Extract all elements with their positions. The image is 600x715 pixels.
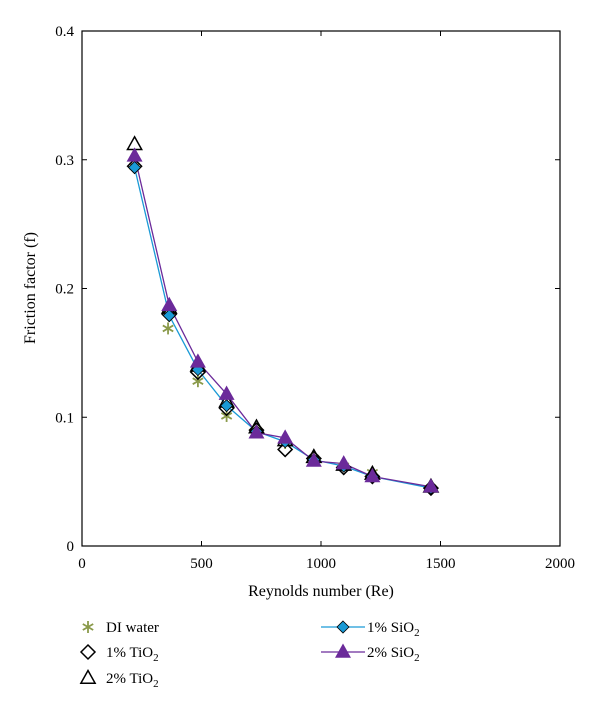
y-tick-label: 0.4 [55,24,74,40]
legend-marker [82,621,94,633]
data-point [422,478,439,493]
series-line-3 [133,167,432,489]
y-tick-label: 0 [67,539,75,555]
legend-item: 2% SiO2 [321,643,420,664]
series-4 [126,147,439,493]
y-tick-label: 0.1 [55,410,74,426]
legend-marker [79,668,97,684]
x-axis-title: Reynolds number (Re) [248,583,394,600]
legend-item: 2% TiO2 [79,668,159,690]
legend-label: 1% SiO2 [367,620,420,639]
x-tick-label: 1000 [306,556,336,572]
series-line-4 [133,155,432,488]
data-point [218,385,235,400]
legend-marker [336,620,350,634]
legend-label-base: 2% TiO [106,671,153,687]
data-point [248,424,265,439]
series-markers [126,135,440,497]
data-point [277,429,294,444]
legend-item: DI water [82,620,159,636]
x-tick-label: 0 [78,556,86,572]
legend-label: DI water [106,620,159,636]
legend-item: 1% TiO2 [79,643,159,664]
legend-label-base: 1% SiO [367,620,414,636]
legend-label: 1% TiO2 [106,645,159,664]
x-tick-label: 1500 [426,556,456,572]
legend-label-base: 2% SiO [367,645,414,661]
x-tick-label: 2000 [545,556,575,572]
legend-label-base: DI water [106,620,159,636]
legend-label-subscript: 2 [414,627,420,639]
data-point [422,480,440,497]
legend-marker [335,643,351,658]
data-point [335,455,352,470]
y-tick-label: 0.2 [55,282,74,298]
x-axis-ticks: 0 500 1000 1500 2000 [78,31,575,572]
legend-marker [79,643,97,661]
legend-label: 2% SiO2 [367,645,420,664]
data-point [364,467,381,483]
data-point [161,296,178,311]
data-point [192,375,204,388]
data-point [162,308,176,323]
plot-frame [81,30,561,547]
data-point [126,147,143,162]
data-point [162,322,174,335]
data-point [189,353,206,368]
data-point [220,399,234,413]
data-point [128,160,142,175]
legend-label-subscript: 2 [414,652,420,664]
y-axis-ticks: 0 0.1 0.2 0.3 0.4 [55,24,560,555]
legend-label-base: 1% TiO [106,645,153,661]
data-point [305,452,322,467]
series-lines [133,155,432,489]
x-tick-label: 500 [190,556,213,572]
series-3 [128,160,438,495]
y-axis-title: Friction factor (f) [22,232,39,344]
legend-label-subscript: 2 [153,678,159,690]
y-tick-label: 0.3 [55,153,74,169]
data-point [277,441,294,458]
legend-label: 2% TiO2 [106,671,159,690]
legend-item: 1% SiO2 [321,620,420,639]
legend-label-subscript: 2 [153,652,159,664]
